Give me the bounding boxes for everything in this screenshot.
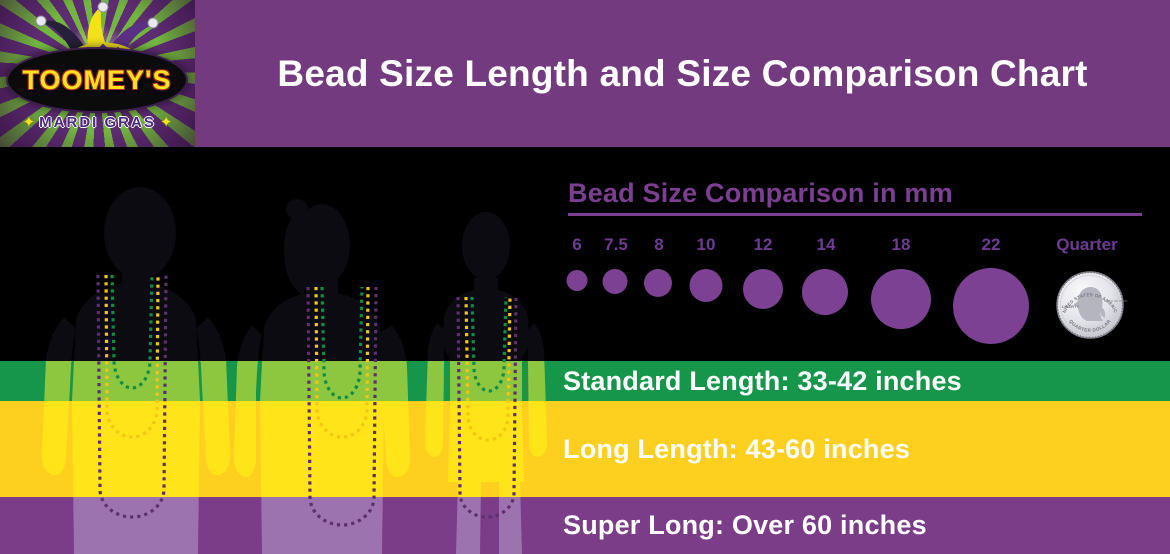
bead-circle-14mm [802,269,848,315]
star-icon: ✦ [22,114,36,131]
super-long-label: Super Long: Over 60 inches [563,510,927,540]
size-label-18: 18 [891,235,911,254]
bead-strands [96,274,518,527]
comparison-title: Bead Size Comparison in mm [568,178,953,208]
bead-circle-6mm [566,270,588,291]
size-label-8: 8 [654,235,664,254]
standard-length-label: Standard Length: 33-42 inches [563,365,962,396]
purple-bead-strand [96,274,168,519]
size-label-6: 6 [572,235,582,254]
scene-graphic: UNITED STATES OF AMERICA QUARTER DOLLAR … [0,187,1170,554]
green-bead-strand [110,274,154,390]
logo-oval: TOOMEY'S [6,47,188,113]
size-label-quarter: Quarter [1056,235,1118,254]
purple-bead-strand [456,296,518,519]
green-bead-strand [470,296,508,393]
logo-tagline-row: ✦ MARDI GRAS ✦ [0,113,195,132]
gold-bead-strand [314,286,370,439]
gold-bead-strand [464,296,512,442]
bead-circle-8mm [644,269,672,297]
size-label-7-5: 7.5 [604,235,628,254]
bead-circle-22mm [953,268,1029,344]
bead-circle-18mm [871,269,931,329]
toomeys-logo: TOOMEY'S ✦ MARDI GRAS ✦ [0,0,195,147]
coin-liberty-text: LIBERTY [1062,304,1079,309]
quarter-coin: UNITED STATES OF AMERICA QUARTER DOLLAR … [1056,271,1128,339]
star-icon: ✦ [159,114,173,131]
coin-motto-text: IN GOD WE TRUST [1104,299,1128,303]
gold-bead-strand [104,274,160,439]
bead-circle-7-5mm [602,269,628,294]
bead-circle-10mm [689,269,723,302]
green-bead-strand [320,286,364,400]
size-label-14: 14 [816,235,836,254]
main-scene: UNITED STATES OF AMERICA QUARTER DOLLAR … [0,147,1170,554]
long-length-label: Long Length: 43-60 inches [563,433,911,464]
bead-circle-12mm [743,269,783,309]
size-label-22: 22 [981,235,1001,254]
logo-tagline-text: MARDI GRAS [39,113,156,131]
size-label-10: 10 [696,235,716,254]
header-bar: TOOMEY'S ✦ MARDI GRAS ✦ Bead Size Length… [0,0,1170,147]
size-label-12: 12 [753,235,773,254]
logo-brand-text: TOOMEY'S [22,64,172,95]
comparison-underline [568,213,1142,216]
page-title: Bead Size Length and Size Comparison Cha… [277,52,1088,94]
